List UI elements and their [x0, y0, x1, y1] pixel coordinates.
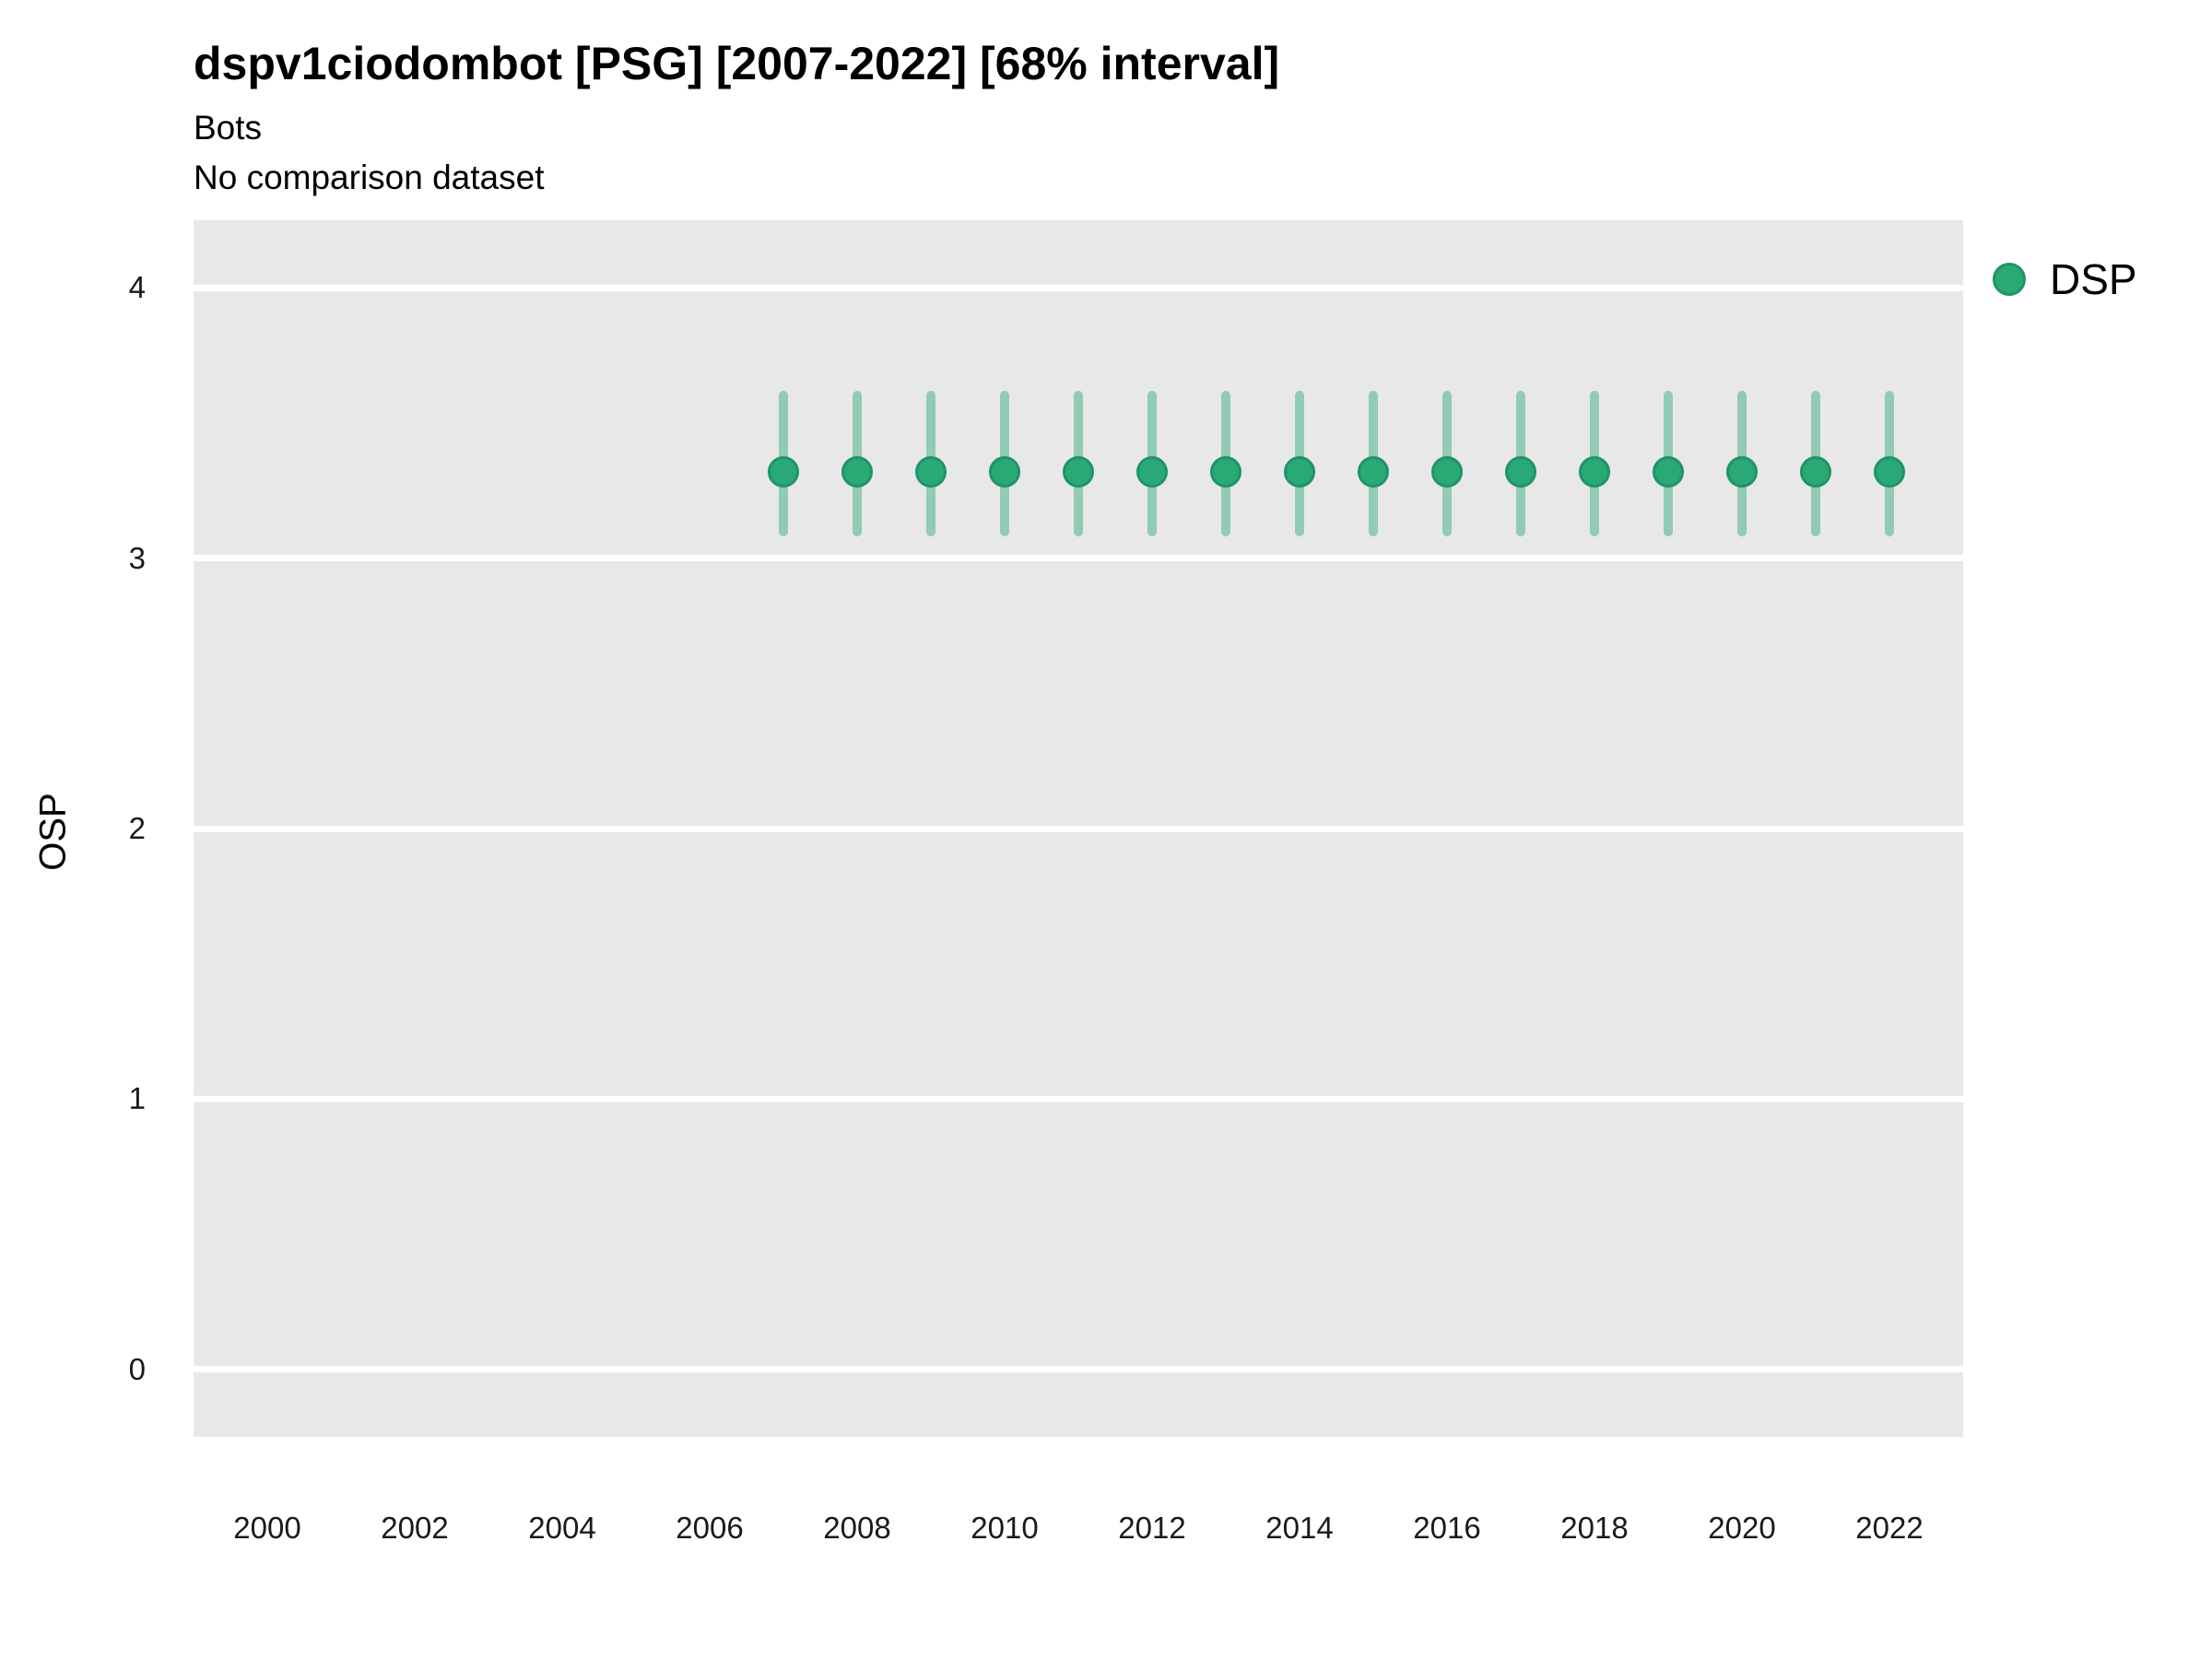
legend-marker-dsp-icon — [1993, 263, 2026, 296]
data-point — [841, 455, 873, 488]
data-point — [1136, 455, 1168, 488]
y-tick-label: 0 — [128, 1351, 146, 1386]
data-point — [1210, 455, 1241, 488]
data-point — [1063, 455, 1094, 488]
y-tick-label: 2 — [128, 811, 146, 845]
x-tick-label: 2010 — [971, 1511, 1039, 1545]
x-tick-label: 2004 — [528, 1511, 596, 1545]
data-point — [915, 455, 947, 488]
data-point — [1653, 455, 1684, 488]
y-tick-label: 1 — [128, 1081, 146, 1116]
x-tick-label: 2012 — [1118, 1511, 1186, 1545]
data-point — [1579, 455, 1610, 488]
comparison-note: No comparison dataset — [194, 159, 545, 196]
legend-label-dsp: DSP — [2050, 255, 2137, 303]
y-gridline — [194, 555, 1963, 562]
data-point — [1505, 455, 1536, 488]
data-point — [768, 455, 799, 488]
x-tick-label: 2006 — [676, 1511, 744, 1545]
x-tick-label: 2002 — [381, 1511, 449, 1545]
plot-panel — [194, 220, 1963, 1437]
x-tick-label: 2020 — [1708, 1511, 1776, 1545]
x-tick-label: 2000 — [233, 1511, 301, 1545]
y-gridline — [194, 825, 1963, 832]
legend: DSP — [1993, 254, 2137, 304]
chart-title: dspv1ciodombot [PSG] [2007-2022] [68% in… — [194, 38, 1280, 89]
y-tick-label: 4 — [128, 270, 146, 305]
x-tick-label: 2018 — [1560, 1511, 1629, 1545]
data-point — [1431, 455, 1463, 488]
data-point — [1358, 455, 1389, 488]
data-point — [1726, 455, 1758, 488]
x-tick-label: 2008 — [823, 1511, 891, 1545]
data-point — [1284, 455, 1315, 488]
x-tick-label: 2022 — [1855, 1511, 1924, 1545]
x-tick-label: 2016 — [1413, 1511, 1481, 1545]
chart-subtitle: Bots — [194, 109, 263, 147]
y-tick-label: 3 — [128, 540, 146, 575]
data-point — [1874, 455, 1905, 488]
y-gridline — [194, 284, 1963, 291]
y-gridline — [194, 1095, 1963, 1102]
data-point — [1800, 455, 1831, 488]
y-gridline — [194, 1366, 1963, 1373]
x-tick-label: 2014 — [1265, 1511, 1334, 1545]
data-point — [989, 455, 1020, 488]
